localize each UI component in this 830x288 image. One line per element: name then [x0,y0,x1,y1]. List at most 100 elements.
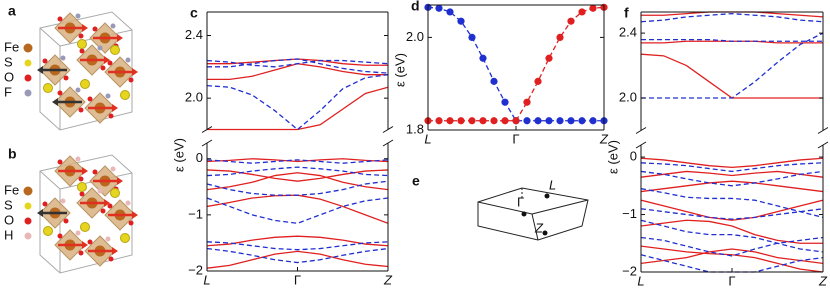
legend-label: H [4,227,13,242]
spin-arrow-head [112,247,118,255]
data-point [534,77,542,85]
atom [108,113,114,119]
band-line [207,194,388,224]
band-line [207,59,388,68]
atom [110,23,116,29]
atom [60,198,66,204]
band-line [641,208,823,220]
band-line [641,38,823,42]
data-point [490,117,498,125]
data-point [446,117,454,125]
x-tick-label: Γ [512,131,519,146]
band-line [207,159,388,164]
band-line [641,162,823,173]
band-line [207,247,388,264]
spin-arrow-head [112,104,118,112]
band-line [641,219,823,253]
y-axis-label: ε (eV) [171,138,186,172]
y-tick-label: −2 [188,262,203,277]
zone-point [521,211,527,217]
atom [78,176,84,182]
zone-edge [531,199,589,215]
data-point [479,117,487,125]
panel-label: c [190,5,198,21]
y-tick-label: 2.4 [185,27,203,42]
spin-arrow-head [37,66,43,74]
spin-arrow-head [117,34,123,42]
axis-break [382,126,394,133]
x-tick-label: Γ [728,273,735,288]
data-point [578,8,586,16]
y-tick-label: 2.0 [406,29,424,44]
band-line [428,6,604,122]
x-tick-label: Γ [294,272,301,287]
band-line [641,53,823,99]
axis-break [382,139,394,147]
band-line [207,158,388,163]
band-line [641,11,823,18]
plot-area [207,158,388,269]
data-point [534,117,542,125]
atom [60,55,66,61]
legend-swatch [23,43,33,53]
spin-arrow-head [117,177,123,185]
atom [128,220,134,226]
atom [100,65,106,71]
atom [110,188,120,198]
atom [105,236,111,242]
atom [43,226,53,236]
band-line [641,170,823,187]
data-point [567,17,575,25]
atom [97,188,103,194]
y-tick-label: 2.4 [619,25,637,40]
atom [125,57,131,63]
legend-swatch [24,202,32,210]
y-axis-label: ε (eV) [392,53,407,87]
atom [63,218,69,224]
x-tick-label: Z [383,272,393,287]
data-point [468,117,476,125]
atom [92,26,98,32]
crystal-structure [37,11,138,131]
atom [110,166,116,172]
atom [120,233,130,243]
atom [105,93,111,99]
zone-point-label: Z [534,220,544,235]
data-point [578,117,586,125]
panel-label: a [8,3,16,19]
cell-outline [39,154,133,274]
crystal-structure [37,154,138,274]
atom [97,45,103,51]
atom [107,203,113,209]
band-line [207,197,388,224]
band-line [207,74,388,131]
data-point [446,8,454,16]
zone-point-label: Γ [517,194,524,209]
y-tick-label: 0 [196,150,203,165]
band-line [641,12,823,23]
y-tick-label: −2 [622,263,637,278]
axis-break [201,126,213,133]
band-line [207,241,388,251]
data-point [523,98,531,106]
y-tick-label: 0 [630,149,637,164]
data-point [468,33,476,42]
atom [57,16,63,22]
axis-break [635,127,647,134]
band-line [641,199,823,221]
spin-arrow-head [82,24,88,32]
data-point [545,54,553,62]
y-tick-label: 2.0 [619,89,637,104]
band-line [641,248,823,265]
band-line [207,86,388,131]
atom [78,250,84,256]
atom [128,77,134,83]
y-axis-label: ε (eV) [605,140,620,174]
atom [125,200,131,206]
atom [42,201,48,207]
band-line [641,188,823,219]
spin-arrow-head [52,98,58,106]
band-line [207,58,388,74]
zone-point-label: L [549,177,556,192]
